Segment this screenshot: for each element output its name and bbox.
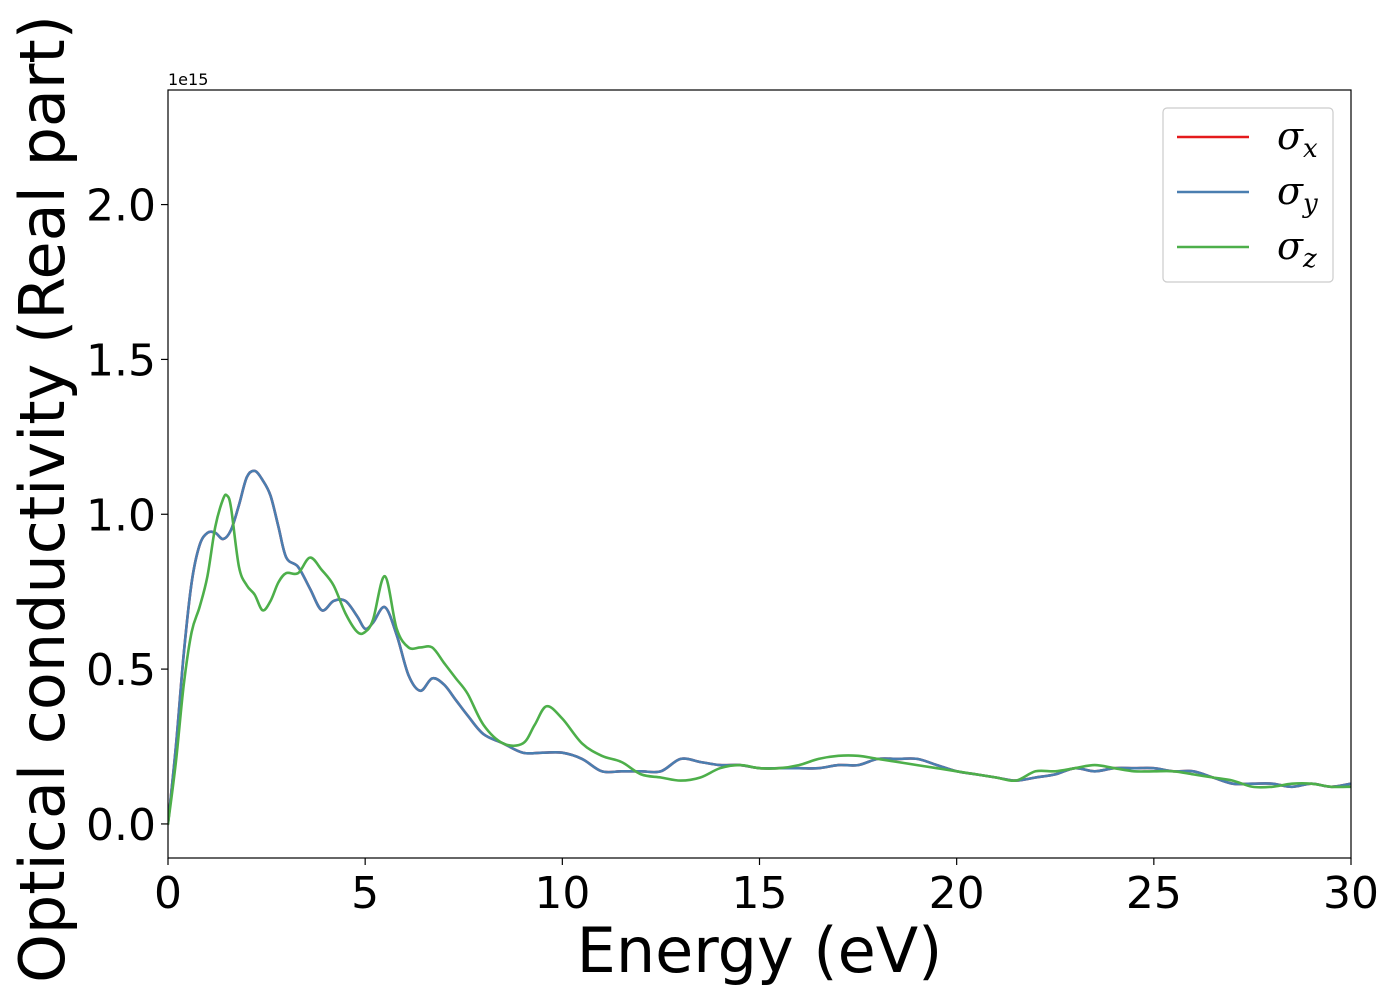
x-axis-ticks: 0 5 10 15 20 25 30 xyxy=(154,858,1379,919)
series-layer xyxy=(168,469,1351,826)
y-tick-label: 0.5 xyxy=(86,645,156,696)
y-tick-label: 1.0 xyxy=(86,490,156,541)
x-tick-label: 20 xyxy=(929,868,985,919)
legend-label-y: σy xyxy=(1277,169,1318,219)
y-axis-ticks: 0.0 0.5 1.0 1.5 2.0 xyxy=(86,181,168,851)
y-offset-label: 1e15 xyxy=(168,70,208,89)
series-line-z xyxy=(168,493,1351,826)
y-tick-label: 2.0 xyxy=(86,181,156,232)
x-tick-label: 30 xyxy=(1323,868,1379,919)
x-tick-label: 25 xyxy=(1126,868,1182,919)
legend-label-x: σx xyxy=(1277,114,1318,164)
x-axis-title: Energy (eV) xyxy=(577,914,943,987)
y-tick-label: 1.5 xyxy=(86,335,156,386)
x-tick-label: 15 xyxy=(732,868,788,919)
legend-label-z: σz xyxy=(1277,224,1317,274)
x-tick-label: 10 xyxy=(534,868,590,919)
x-tick-label: 5 xyxy=(351,868,379,919)
y-axis-title: Optical conductivity (Real part) xyxy=(6,15,79,983)
series-line-y xyxy=(168,469,1351,826)
y-tick-label: 0.0 xyxy=(86,800,156,851)
x-tick-label: 0 xyxy=(154,868,182,919)
legend-box xyxy=(1162,107,1334,283)
